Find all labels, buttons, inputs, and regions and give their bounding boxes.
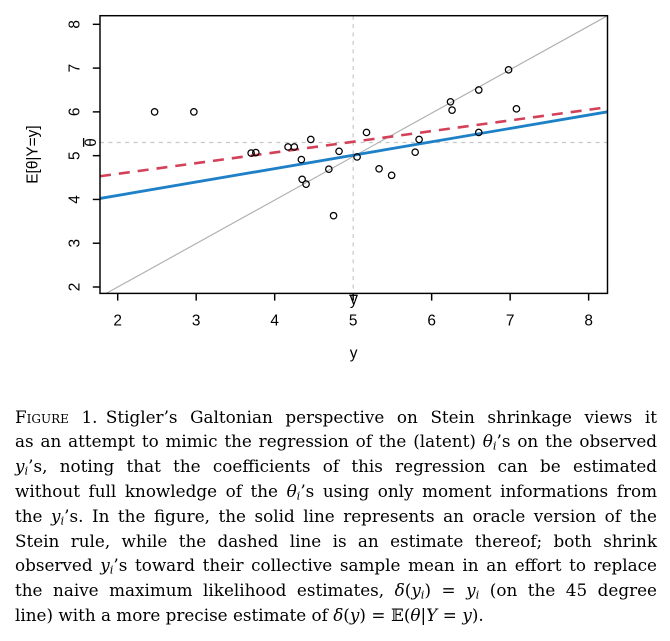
estimated-stein-rule-line <box>99 105 608 178</box>
figure-caption: Figure 1. Stigler’s Galtonian perspectiv… <box>15 405 657 628</box>
scatter-point <box>512 104 521 113</box>
scatter-point <box>335 147 343 156</box>
scatter-point <box>415 135 423 144</box>
scatter-point <box>306 135 315 144</box>
caption-line: Stein rule, while the dashed line is an … <box>15 530 657 551</box>
scatter-plot: 2 3 4 5 6 7 8 2 3 4 5 6 7 8 y E[θ|Y=y] y θ <box>24 14 609 362</box>
caption-line: the naive maximum likelihood estimates, … <box>15 580 657 602</box>
scatter-point <box>252 148 260 157</box>
x-axis-title: y <box>350 345 358 362</box>
theta-bar-label: θ <box>83 138 100 147</box>
y-tick-label: 8 <box>67 20 84 29</box>
caption-line: line) with a more precise estimate of δ(… <box>15 604 484 625</box>
y-tick-label: 3 <box>67 239 84 248</box>
caption-line: as an attempt to mimic the regression of… <box>15 431 657 453</box>
caption-line: the yi’s. In the figure, the solid line … <box>15 505 657 528</box>
scatter-point <box>190 108 198 116</box>
y-tick-label: 2 <box>67 283 84 292</box>
scatter-point <box>329 211 338 220</box>
scatter-point <box>325 165 333 174</box>
y-tick-label: 6 <box>67 108 84 117</box>
scatter-point <box>302 180 310 188</box>
y-tick-label: 5 <box>67 151 84 160</box>
y-tick-label: 4 <box>67 195 84 204</box>
caption-line: observed yi’s toward their collective sa… <box>15 555 657 577</box>
scatter-point <box>353 153 361 161</box>
scatter-point <box>375 164 383 173</box>
scatter-point <box>446 97 455 106</box>
scatter-point <box>247 149 255 157</box>
scatter-point <box>411 148 420 156</box>
scatter-point <box>290 143 299 151</box>
scatter-point <box>298 175 306 184</box>
scatter-point <box>297 155 306 164</box>
x-tick-label: 7 <box>506 313 515 330</box>
scatter-point <box>474 128 483 137</box>
scatter-point <box>504 66 513 74</box>
y-bar-label: y <box>350 291 358 308</box>
scatter-point <box>362 128 371 137</box>
scatter-point <box>284 143 292 151</box>
scatter-point <box>448 106 456 114</box>
y-axis-title: E[θ|Y=y] <box>24 125 41 183</box>
caption-line: yi’s, noting that the coefficients of th… <box>15 456 657 478</box>
scatter-point <box>150 108 159 116</box>
x-tick-label: 4 <box>270 313 279 330</box>
scatter-point <box>474 86 483 94</box>
x-tick-label: 5 <box>349 313 358 330</box>
x-tick-label: 3 <box>192 313 201 330</box>
caption-line: Figure 1. Stigler’s Galtonian perspectiv… <box>15 406 657 427</box>
x-tick-label: 8 <box>584 313 593 330</box>
scatter-point <box>387 171 396 180</box>
y-tick-label: 7 <box>67 64 84 73</box>
caption-line: without full knowledge of the θi’s using… <box>15 480 657 503</box>
x-tick-label: 6 <box>427 313 436 330</box>
x-tick-label: 2 <box>113 313 122 330</box>
